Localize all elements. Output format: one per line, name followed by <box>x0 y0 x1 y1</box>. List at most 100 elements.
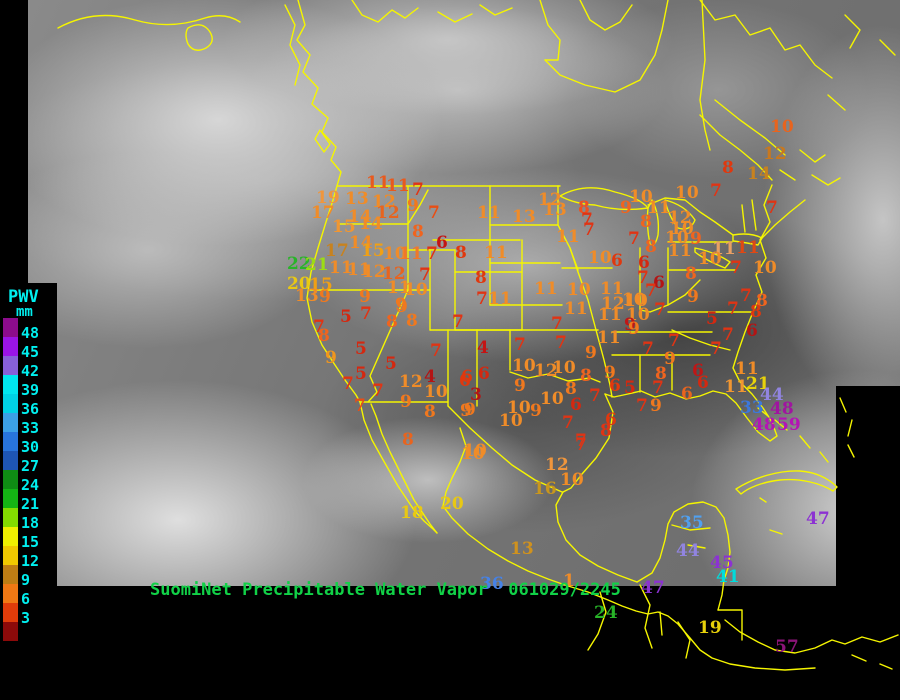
station-value: 35 <box>680 513 704 533</box>
station-value: 8 <box>756 291 768 311</box>
station-value: 9 <box>585 343 597 363</box>
station-value: 7 <box>419 265 431 285</box>
station-value: 9 <box>460 401 472 421</box>
station-value: 7 <box>654 300 666 320</box>
satellite-image-background <box>28 0 900 586</box>
legend-label: 18 <box>21 514 40 532</box>
yucatan <box>636 501 731 611</box>
station-value: 10 <box>629 187 653 207</box>
station-value: 10 <box>383 244 407 264</box>
station-value: 6 <box>611 251 623 271</box>
station-value: 14 <box>348 207 372 227</box>
station-value: 7 <box>637 268 649 288</box>
station-value: 9 <box>624 315 636 335</box>
cuba <box>735 470 838 495</box>
station-value: 11 <box>484 243 508 263</box>
station-value: 10 <box>624 291 648 311</box>
station-value: 9 <box>396 297 408 317</box>
station-value: 8 <box>750 302 762 322</box>
station-value: 7 <box>589 386 601 406</box>
legend-swatch <box>3 508 18 527</box>
legend-swatch <box>3 470 18 489</box>
station-value: 4 <box>424 367 436 387</box>
station-value: 47 <box>806 509 830 529</box>
station-value: 57 <box>775 637 799 657</box>
station-value: 10 <box>512 356 536 376</box>
station-value: 6 <box>746 321 758 341</box>
legend-label: 15 <box>21 533 40 551</box>
station-value: 21 <box>746 374 770 394</box>
station-value: 11 <box>600 279 624 299</box>
station-value: 6 <box>697 373 709 393</box>
legend-label: 30 <box>21 438 40 456</box>
station-value: 9 <box>359 287 371 307</box>
station-value: 11 <box>735 359 759 379</box>
station-value: 7 <box>555 333 567 353</box>
legend-swatch <box>3 318 18 337</box>
legend-label: 21 <box>21 495 40 513</box>
station-value: 13 <box>512 207 536 227</box>
station-value: 7 <box>710 339 722 359</box>
station-value: 7 <box>766 198 778 218</box>
station-value: 19 <box>316 188 340 208</box>
station-value: 4 <box>477 338 489 358</box>
station-value: 10 <box>670 219 694 239</box>
station-value: 59 <box>777 415 801 435</box>
station-value: 6 <box>681 384 693 404</box>
station-value: 7 <box>562 413 574 433</box>
station-value: 11 <box>366 173 390 193</box>
product-caption: SuomiNet Precipitable Water Vapor 061029… <box>150 580 621 600</box>
station-value: 11 <box>598 305 622 325</box>
station-value: 12 <box>362 262 386 282</box>
station-value: 10 <box>753 258 777 278</box>
station-value: 9 <box>395 295 407 315</box>
station-value: 7 <box>645 281 657 301</box>
station-value: 11 <box>668 241 692 261</box>
station-value: 8 <box>424 402 436 422</box>
station-value: 11 <box>399 244 423 264</box>
station-value: 11 <box>347 260 371 280</box>
station-value: 8 <box>402 430 414 450</box>
station-value: 6 <box>692 361 704 381</box>
station-value: 11 <box>724 377 748 397</box>
station-value: 9 <box>620 198 632 218</box>
station-value: 10 <box>499 411 523 431</box>
station-value: 16 <box>533 479 557 499</box>
station-value: 11 <box>556 227 580 247</box>
station-value: 6 <box>461 367 473 387</box>
station-value: 7 <box>727 299 739 319</box>
station-value: 9 <box>687 287 699 307</box>
station-value: 10 <box>626 305 650 325</box>
station-value: 24 <box>594 603 618 623</box>
station-value: 8 <box>578 198 590 218</box>
legend-swatch <box>3 489 18 508</box>
atlantic-coast <box>604 184 778 442</box>
pacific-coast <box>296 0 361 403</box>
legend-swatch <box>3 375 18 394</box>
legend-label: 12 <box>21 552 40 570</box>
legend-label: 45 <box>21 343 40 361</box>
station-value: 6 <box>605 410 617 430</box>
legend-label: 6 <box>21 590 31 608</box>
station-value: 7 <box>360 304 372 324</box>
station-value: 7 <box>354 396 366 416</box>
station-value: 8 <box>722 158 734 178</box>
station-value: 7 <box>342 374 354 394</box>
gulf-california <box>442 427 467 507</box>
station-value: 12 <box>763 144 787 164</box>
legend-label: 42 <box>21 362 40 380</box>
station-value: 7 <box>710 181 722 201</box>
station-value: 6 <box>478 364 490 384</box>
station-value: 11 <box>329 258 353 278</box>
station-value: 5 <box>706 309 718 329</box>
station-value: 1 <box>563 571 575 591</box>
station-value: 10 <box>665 228 689 248</box>
station-value: 6 <box>459 371 471 391</box>
station-value: 9 <box>650 396 662 416</box>
station-value: 5 <box>355 364 367 384</box>
station-value: 5 <box>624 378 636 398</box>
station-value: 44 <box>760 385 784 405</box>
legend-label: 48 <box>21 324 40 342</box>
legend-label: 3 <box>21 609 31 627</box>
